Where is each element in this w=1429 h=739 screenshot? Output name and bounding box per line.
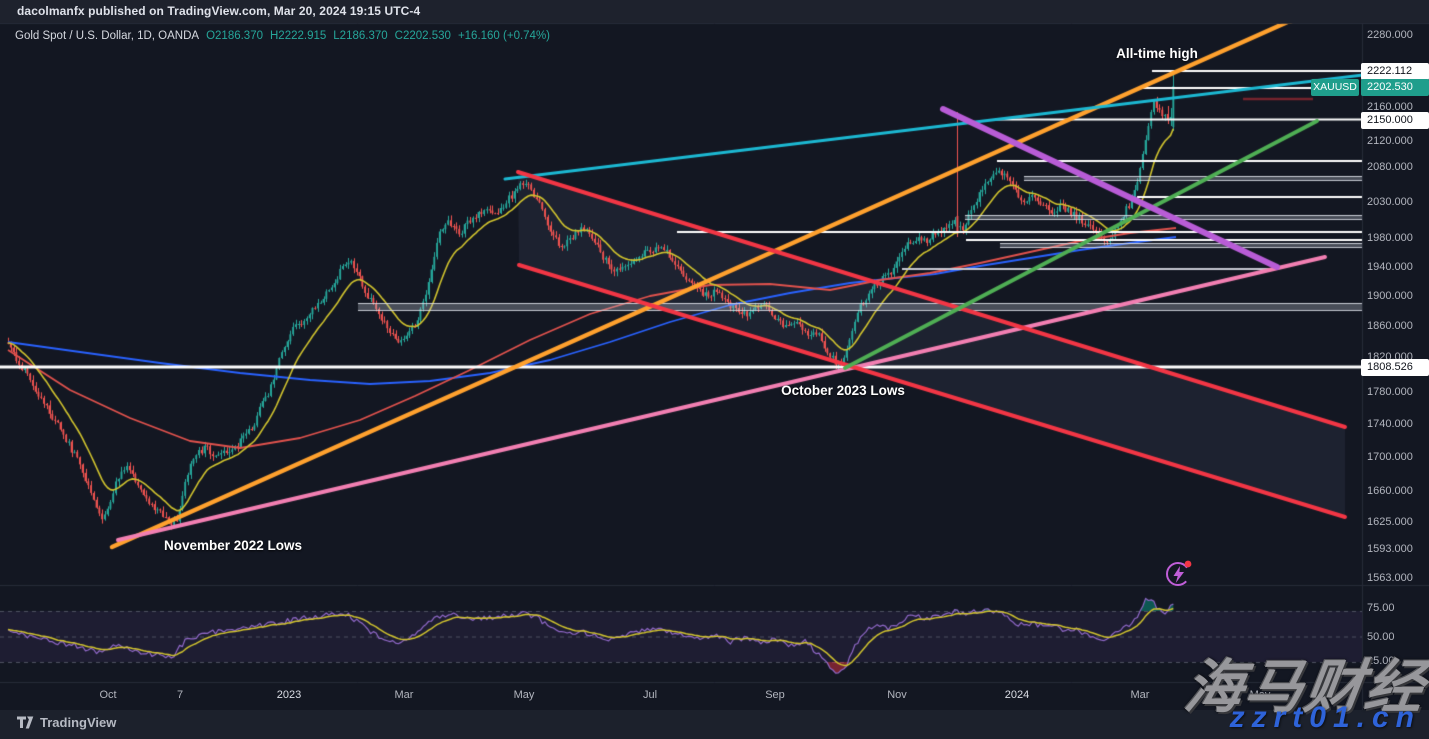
rsi-axis-label: 25.00: [1367, 655, 1395, 667]
notification-dot: [1184, 560, 1192, 568]
ohlc-open: O2186.370: [206, 30, 263, 42]
time-axis-label: 2023: [276, 689, 302, 701]
chart-legend: Gold Spot / U.S. Dollar, 1D, OANDA O2186.…: [15, 30, 550, 42]
time-axis-label: 2024: [1004, 689, 1030, 701]
ohlc-high: H2222.915: [270, 30, 327, 42]
price-axis-tick: 1625.000: [1367, 516, 1413, 528]
price-axis-tick: 2280.000: [1367, 29, 1413, 41]
price-axis-tick: 1860.000: [1367, 320, 1413, 332]
price-axis-tick: 1660.000: [1367, 485, 1413, 497]
price-tag-2222: 2222.112: [1361, 63, 1429, 80]
time-axis-label: Mar: [1130, 689, 1150, 701]
ohlc-low: L2186.370: [333, 30, 388, 42]
time-axis-label: May: [513, 689, 535, 701]
price-tag-1808: 1808.526: [1361, 359, 1429, 376]
price-tag-2150: 2150.000: [1361, 111, 1429, 129]
ohlc-close: C2202.530: [394, 30, 451, 42]
time-axis-label: Oct: [99, 689, 117, 701]
rsi-axis-label: 50.00: [1367, 631, 1395, 643]
price-axis-tick: 2030.000: [1367, 196, 1413, 208]
price-axis-tick: 1940.000: [1367, 261, 1413, 273]
rsi-axis-label: 75.00: [1367, 602, 1395, 614]
price-axis-tick: 2120.000: [1367, 135, 1413, 147]
time-axis-label: Jul: [642, 689, 658, 701]
price-axis-tick: 1780.000: [1367, 386, 1413, 398]
publish-header-bar: [0, 0, 1429, 23]
symbol-price-flag: XAUUSD: [1311, 79, 1359, 96]
price-axis-tick: 1700.000: [1367, 451, 1413, 463]
price-axis-tick: 1980.000: [1367, 232, 1413, 244]
price-axis-tick: 2080.000: [1367, 161, 1413, 173]
time-axis-label: May: [1249, 689, 1271, 701]
flash-circle: [1166, 562, 1190, 586]
price-axis-tick: 2160.000: [1367, 101, 1413, 113]
price-axis-tick: 1593.000: [1367, 543, 1413, 555]
flash-marker-icon[interactable]: [1161, 555, 1197, 591]
change-text: +16.160 (+0.74%): [457, 30, 551, 42]
current-price-tag: 2202.530: [1361, 79, 1429, 96]
time-axis-label: Sep: [765, 689, 785, 701]
bottom-strip: [0, 710, 1429, 739]
lightning-bolt-icon: [1173, 566, 1184, 583]
tradingview-logo[interactable]: TradingView: [17, 715, 116, 730]
annotation-october-2023-lows: October 2023 Lows: [781, 383, 905, 398]
time-axis-label: Mar: [394, 689, 414, 701]
time-axis-label: Nov: [887, 689, 907, 701]
price-axis-tick: 1900.000: [1367, 290, 1413, 302]
time-axis-label: 7: [176, 689, 184, 701]
symbol-title[interactable]: Gold Spot / U.S. Dollar, 1D, OANDA: [15, 30, 200, 42]
tradingview-mark-icon: [17, 716, 34, 729]
annotation-all-time-high: All-time high: [1116, 46, 1198, 61]
publish-info-text: dacolmanfx published on TradingView.com,…: [17, 4, 421, 18]
tradingview-logo-text: TradingView: [40, 715, 117, 730]
price-axis-tick: 1563.000: [1367, 572, 1413, 584]
price-axis-tick: 1740.000: [1367, 418, 1413, 430]
annotation-november-2022-lows: November 2022 Lows: [163, 538, 303, 553]
